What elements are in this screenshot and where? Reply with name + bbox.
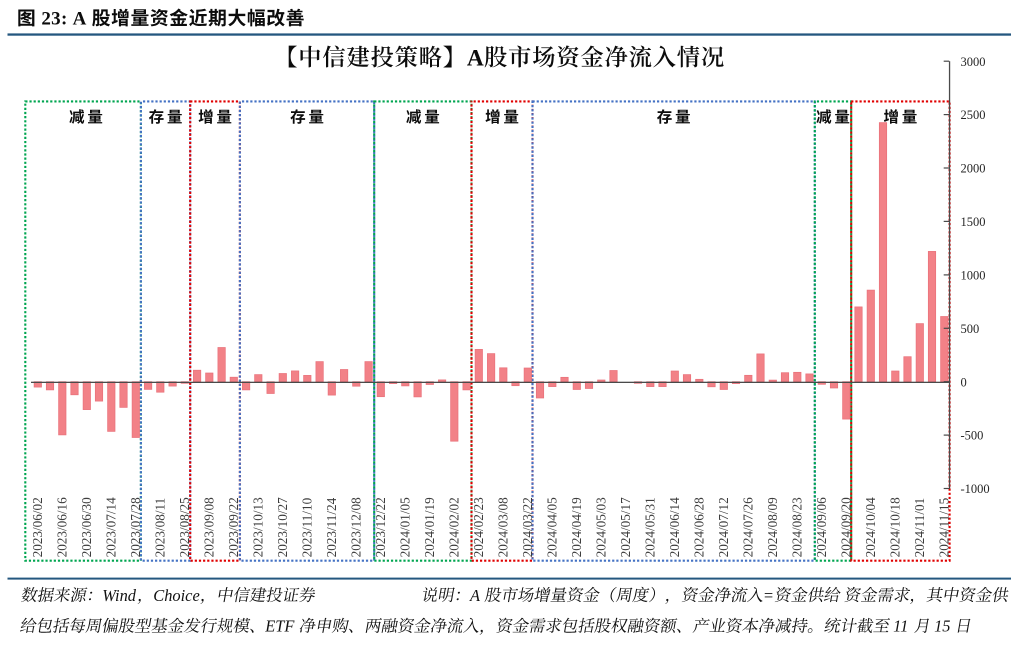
svg-text:2024/05/31: 2024/05/31 — [642, 497, 657, 557]
svg-text:1500: 1500 — [961, 215, 986, 229]
svg-text:2023/10/13: 2023/10/13 — [250, 497, 265, 557]
svg-text:2023/12/08: 2023/12/08 — [348, 497, 363, 557]
svg-text:A: A — [467, 45, 484, 71]
svg-text:2024/11/15: 2024/11/15 — [936, 497, 951, 557]
svg-text:2023/10/27: 2023/10/27 — [275, 497, 290, 557]
svg-text:3000: 3000 — [961, 55, 986, 69]
svg-text:2024/01/19: 2024/01/19 — [422, 497, 437, 557]
svg-text:2023/06/16: 2023/06/16 — [54, 497, 69, 557]
svg-text:2023/12/22: 2023/12/22 — [373, 497, 388, 557]
svg-text:11: 11 — [889, 617, 912, 636]
svg-text:2024/08/09: 2024/08/09 — [765, 497, 780, 557]
svg-text:2024/03/22: 2024/03/22 — [520, 497, 535, 557]
svg-text:2024/02/23: 2024/02/23 — [471, 497, 486, 557]
svg-text:2024/02/02: 2024/02/02 — [446, 497, 461, 557]
svg-text:23: A: 23: A — [36, 9, 91, 30]
svg-text:2023/09/08: 2023/09/08 — [201, 497, 216, 557]
svg-text:2024/07/12: 2024/07/12 — [716, 497, 731, 557]
svg-text:2023/08/11: 2023/08/11 — [152, 498, 167, 558]
svg-text:2023/09/22: 2023/09/22 — [226, 497, 241, 557]
svg-text:2024/05/03: 2024/05/03 — [593, 497, 608, 557]
svg-text:2023/08/25: 2023/08/25 — [177, 497, 192, 557]
svg-text:2024/10/04: 2024/10/04 — [863, 497, 878, 557]
svg-text:2024/10/18: 2024/10/18 — [887, 497, 902, 557]
svg-text:2024/04/05: 2024/04/05 — [544, 497, 559, 557]
svg-text:2024/03/08: 2024/03/08 — [495, 497, 510, 557]
svg-text:15: 15 — [930, 617, 955, 636]
svg-text:-500: -500 — [961, 429, 984, 443]
svg-text:2023/11/10: 2023/11/10 — [299, 497, 314, 557]
svg-text:0: 0 — [961, 375, 967, 389]
svg-text:-1000: -1000 — [961, 482, 990, 496]
svg-text:2024/11/01: 2024/11/01 — [912, 498, 927, 558]
svg-text:1000: 1000 — [961, 269, 986, 283]
svg-text:2024/07/26: 2024/07/26 — [740, 497, 755, 557]
svg-text:2023/07/14: 2023/07/14 — [103, 497, 118, 557]
svg-text:A: A — [469, 586, 484, 605]
svg-text:2023/06/30: 2023/06/30 — [79, 497, 94, 557]
svg-text:2024/06/28: 2024/06/28 — [691, 497, 706, 557]
svg-text:Wind: Wind — [102, 586, 136, 605]
svg-text:2023/07/28: 2023/07/28 — [128, 497, 143, 557]
svg-text:2500: 2500 — [961, 108, 986, 122]
svg-text:2024/05/17: 2024/05/17 — [618, 497, 633, 557]
svg-text:2000: 2000 — [961, 162, 986, 176]
svg-text:=: = — [763, 586, 774, 605]
svg-text:2024/09/20: 2024/09/20 — [838, 497, 853, 557]
svg-text:2024/09/06: 2024/09/06 — [814, 497, 829, 557]
svg-text:2024/06/14: 2024/06/14 — [667, 497, 682, 557]
svg-text:ETF: ETF — [264, 617, 298, 636]
svg-text:2023/11/24: 2023/11/24 — [324, 497, 339, 557]
svg-text:2024/04/19: 2024/04/19 — [569, 497, 584, 557]
svg-text:2024/08/23: 2024/08/23 — [789, 497, 804, 557]
svg-text:2024/01/05: 2024/01/05 — [397, 497, 412, 557]
svg-text:Choice: Choice — [153, 586, 199, 605]
svg-text:2023/06/02: 2023/06/02 — [30, 497, 45, 557]
svg-text:500: 500 — [961, 322, 980, 336]
